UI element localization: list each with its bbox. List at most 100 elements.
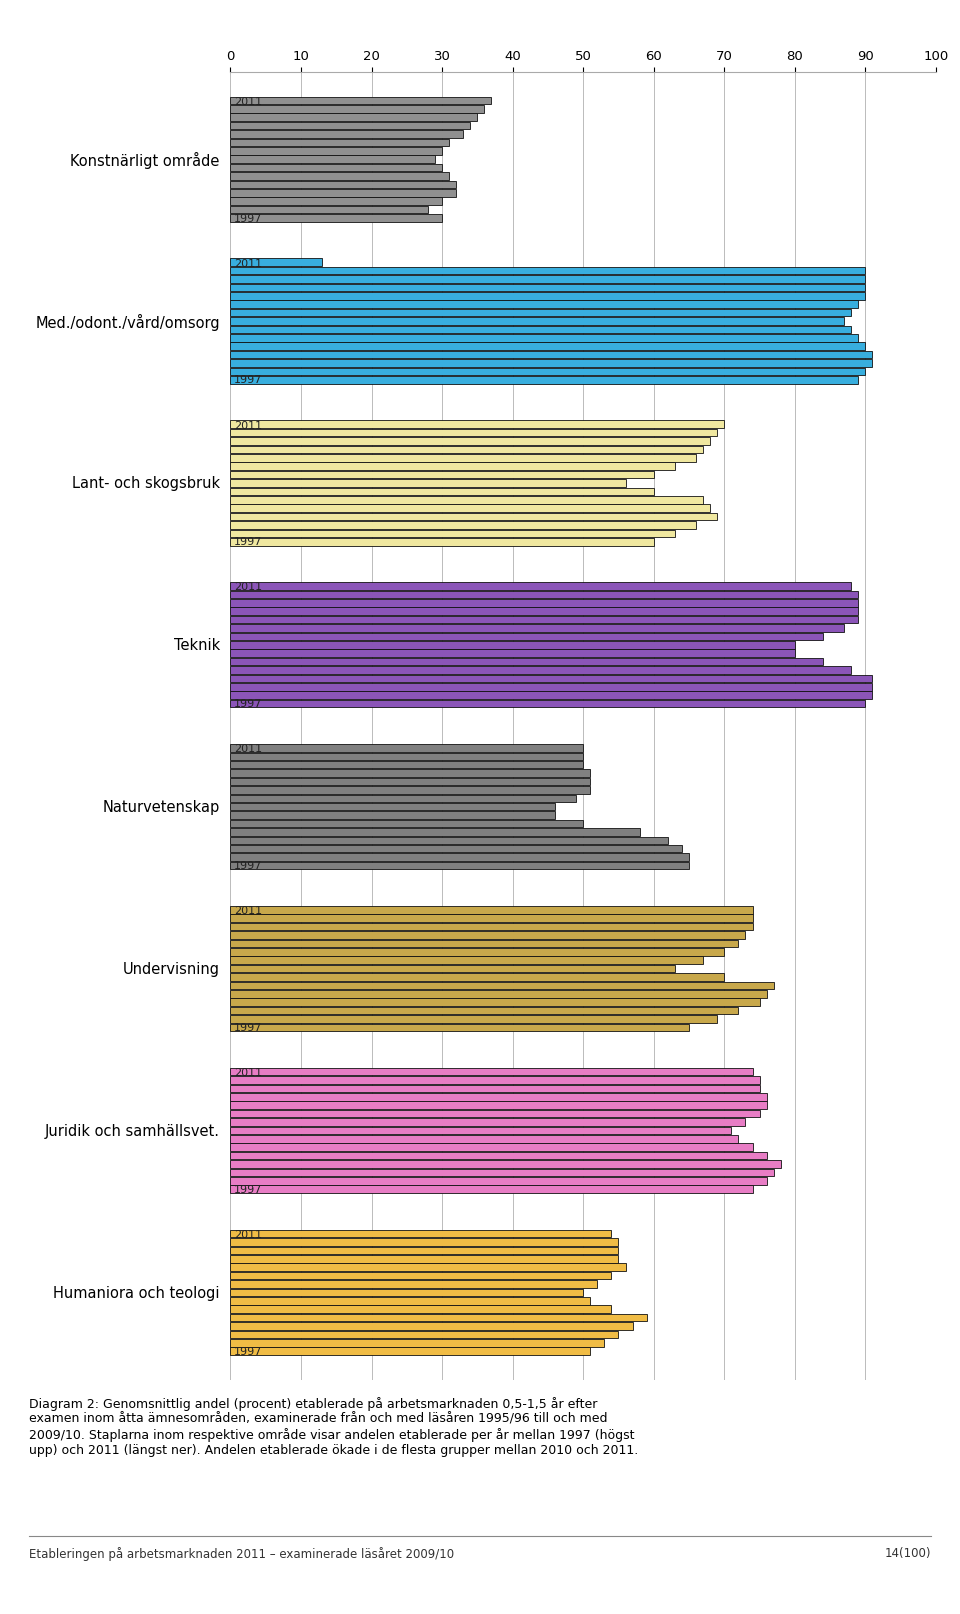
Bar bbox=[230, 700, 866, 709]
Text: Naturvetenskap: Naturvetenskap bbox=[103, 799, 220, 815]
Bar bbox=[230, 1298, 590, 1304]
Bar bbox=[230, 1110, 759, 1119]
Bar bbox=[230, 1093, 767, 1101]
Bar bbox=[230, 949, 724, 955]
Bar bbox=[230, 1007, 738, 1015]
Bar bbox=[230, 915, 753, 922]
Text: 14(100): 14(100) bbox=[885, 1546, 931, 1559]
Bar bbox=[230, 429, 717, 437]
Bar bbox=[230, 368, 866, 376]
Bar bbox=[230, 1144, 753, 1151]
Bar bbox=[230, 1152, 767, 1160]
Text: 1997: 1997 bbox=[234, 699, 262, 709]
Bar bbox=[230, 310, 852, 318]
Bar bbox=[230, 692, 873, 699]
Text: Lant- och skogsbruk: Lant- och skogsbruk bbox=[72, 476, 220, 491]
Bar bbox=[230, 521, 696, 529]
Text: 2011: 2011 bbox=[234, 1230, 262, 1240]
Bar bbox=[230, 923, 753, 931]
Bar bbox=[230, 786, 590, 794]
Text: 1997: 1997 bbox=[234, 1185, 262, 1194]
Bar bbox=[230, 1160, 780, 1169]
Bar bbox=[230, 591, 858, 599]
Bar bbox=[230, 1135, 738, 1143]
Bar bbox=[230, 173, 449, 181]
Bar bbox=[230, 157, 435, 165]
Bar bbox=[230, 1246, 618, 1254]
Bar bbox=[230, 181, 456, 189]
Bar bbox=[230, 1264, 626, 1272]
Bar bbox=[230, 437, 710, 445]
Bar bbox=[230, 1306, 612, 1314]
Bar bbox=[230, 131, 464, 139]
Bar bbox=[230, 1322, 633, 1330]
Text: Konstnärligt område: Konstnärligt område bbox=[70, 152, 220, 168]
Bar bbox=[230, 1169, 774, 1177]
Bar bbox=[230, 973, 724, 981]
Text: Etableringen på arbetsmarknaden 2011 – examinerade läsåret 2009/10: Etableringen på arbetsmarknaden 2011 – e… bbox=[29, 1546, 454, 1561]
Bar bbox=[230, 207, 428, 215]
Bar bbox=[230, 1340, 605, 1346]
Bar bbox=[230, 455, 696, 462]
Bar bbox=[230, 260, 323, 266]
Bar bbox=[230, 846, 682, 852]
Bar bbox=[230, 1085, 759, 1093]
Bar bbox=[230, 999, 759, 1007]
Bar bbox=[230, 360, 873, 368]
Bar bbox=[230, 862, 689, 870]
Text: 1997: 1997 bbox=[234, 374, 262, 386]
Bar bbox=[230, 334, 858, 342]
Bar bbox=[230, 744, 584, 752]
Bar bbox=[230, 421, 724, 429]
Bar bbox=[230, 650, 795, 657]
Text: 2011: 2011 bbox=[234, 744, 262, 754]
Bar bbox=[230, 907, 753, 914]
Bar bbox=[230, 762, 584, 768]
Bar bbox=[230, 107, 485, 113]
Text: 1997: 1997 bbox=[234, 537, 262, 547]
Text: Juridik och samhällsvet.: Juridik och samhällsvet. bbox=[45, 1123, 220, 1138]
Bar bbox=[230, 471, 654, 479]
Bar bbox=[230, 828, 639, 836]
Bar bbox=[230, 1348, 590, 1356]
Bar bbox=[230, 268, 866, 276]
Text: 2011: 2011 bbox=[234, 1067, 262, 1078]
Bar bbox=[230, 600, 858, 607]
Text: Diagram 2: Genomsnittlig andel (procent) etablerade på arbetsmarknaden 0,5-1,5 å: Diagram 2: Genomsnittlig andel (procent)… bbox=[29, 1396, 638, 1456]
Bar bbox=[230, 489, 654, 495]
Bar bbox=[230, 770, 590, 778]
Bar bbox=[230, 931, 746, 939]
Text: 2011: 2011 bbox=[234, 583, 262, 592]
Bar bbox=[230, 1068, 753, 1077]
Bar bbox=[230, 1272, 612, 1280]
Bar bbox=[230, 812, 555, 820]
Bar bbox=[230, 617, 858, 625]
Text: 2011: 2011 bbox=[234, 258, 262, 268]
Bar bbox=[230, 583, 852, 591]
Text: 2011: 2011 bbox=[234, 420, 262, 431]
Bar bbox=[230, 123, 470, 131]
Text: 1997: 1997 bbox=[234, 213, 262, 223]
Text: Med./odont./vård/omsorg: Med./odont./vård/omsorg bbox=[36, 313, 220, 331]
Bar bbox=[230, 215, 442, 223]
Text: 1997: 1997 bbox=[234, 1022, 262, 1033]
Bar bbox=[230, 97, 492, 105]
Bar bbox=[230, 139, 449, 147]
Bar bbox=[230, 326, 852, 334]
Bar bbox=[230, 302, 858, 308]
Text: Humaniora och teologi: Humaniora och teologi bbox=[54, 1285, 220, 1299]
Bar bbox=[230, 778, 590, 786]
Bar bbox=[230, 318, 844, 326]
Bar bbox=[230, 1238, 618, 1246]
Bar bbox=[230, 199, 442, 207]
Bar bbox=[230, 1023, 689, 1031]
Bar bbox=[230, 1102, 767, 1109]
Bar bbox=[230, 352, 873, 360]
Bar bbox=[230, 991, 767, 997]
Bar bbox=[230, 1177, 767, 1185]
Bar bbox=[230, 1127, 732, 1135]
Bar bbox=[230, 820, 584, 828]
Bar bbox=[230, 463, 675, 471]
Bar bbox=[230, 148, 442, 155]
Bar bbox=[230, 754, 584, 760]
